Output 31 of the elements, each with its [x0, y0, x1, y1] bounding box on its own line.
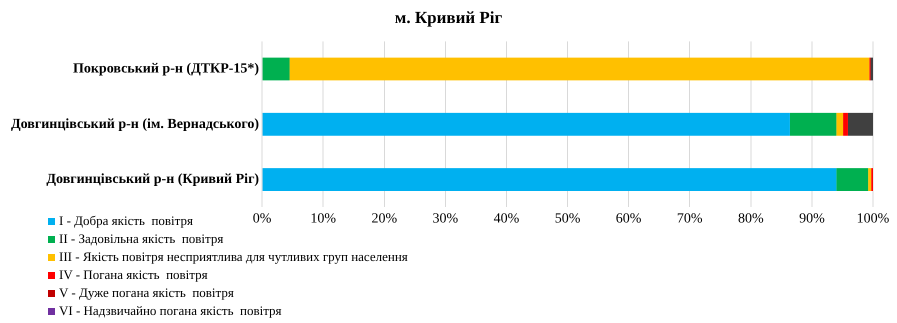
bar	[290, 58, 870, 80]
bar	[262, 168, 836, 191]
bar	[868, 168, 872, 191]
x-tick-label: 100%	[856, 211, 890, 226]
x-tick-label: 30%	[432, 211, 459, 226]
chart-title: м. Кривий Ріг	[394, 8, 504, 28]
bar	[848, 112, 873, 136]
x-tick-label: 10%	[310, 211, 336, 226]
x-tick-label: 60%	[616, 211, 642, 226]
x-tick-label: 50%	[554, 211, 581, 226]
x-tick-label: 20%	[371, 211, 398, 226]
bar	[790, 112, 836, 136]
legend-label: I - Добра якість повітря	[59, 212, 193, 230]
y-tick-label: Покровський р-н (ДТКР-15*)	[72, 62, 260, 77]
x-tick-label: 90%	[799, 211, 826, 226]
bar	[262, 112, 790, 136]
y-tick-label: Довгинцівський р-н (Кривий Ріг)	[46, 172, 260, 188]
bar	[262, 58, 290, 80]
x-tick-label: 40%	[494, 211, 520, 226]
y-tick-label: Довгинцівський р-н (ім. Вернадського)	[10, 116, 260, 132]
bar	[843, 112, 848, 136]
x-tick-label: 70%	[676, 211, 703, 226]
legend-label: VI - Надзвичайно погана якість повітря	[59, 302, 282, 320]
legend-label: II - Задовільна якість повітря	[59, 230, 224, 248]
bar	[836, 168, 868, 191]
x-tick-label: 80%	[738, 211, 764, 226]
legend-label: IV - Погана якість повітря	[59, 266, 208, 284]
bar	[836, 112, 844, 136]
legend-label: V - Дуже погана якість повітря	[59, 284, 234, 302]
legend-label: III - Якість повітря несприятлива для чутливих груп населення	[59, 248, 408, 266]
x-tick-label: 0%	[252, 211, 272, 226]
